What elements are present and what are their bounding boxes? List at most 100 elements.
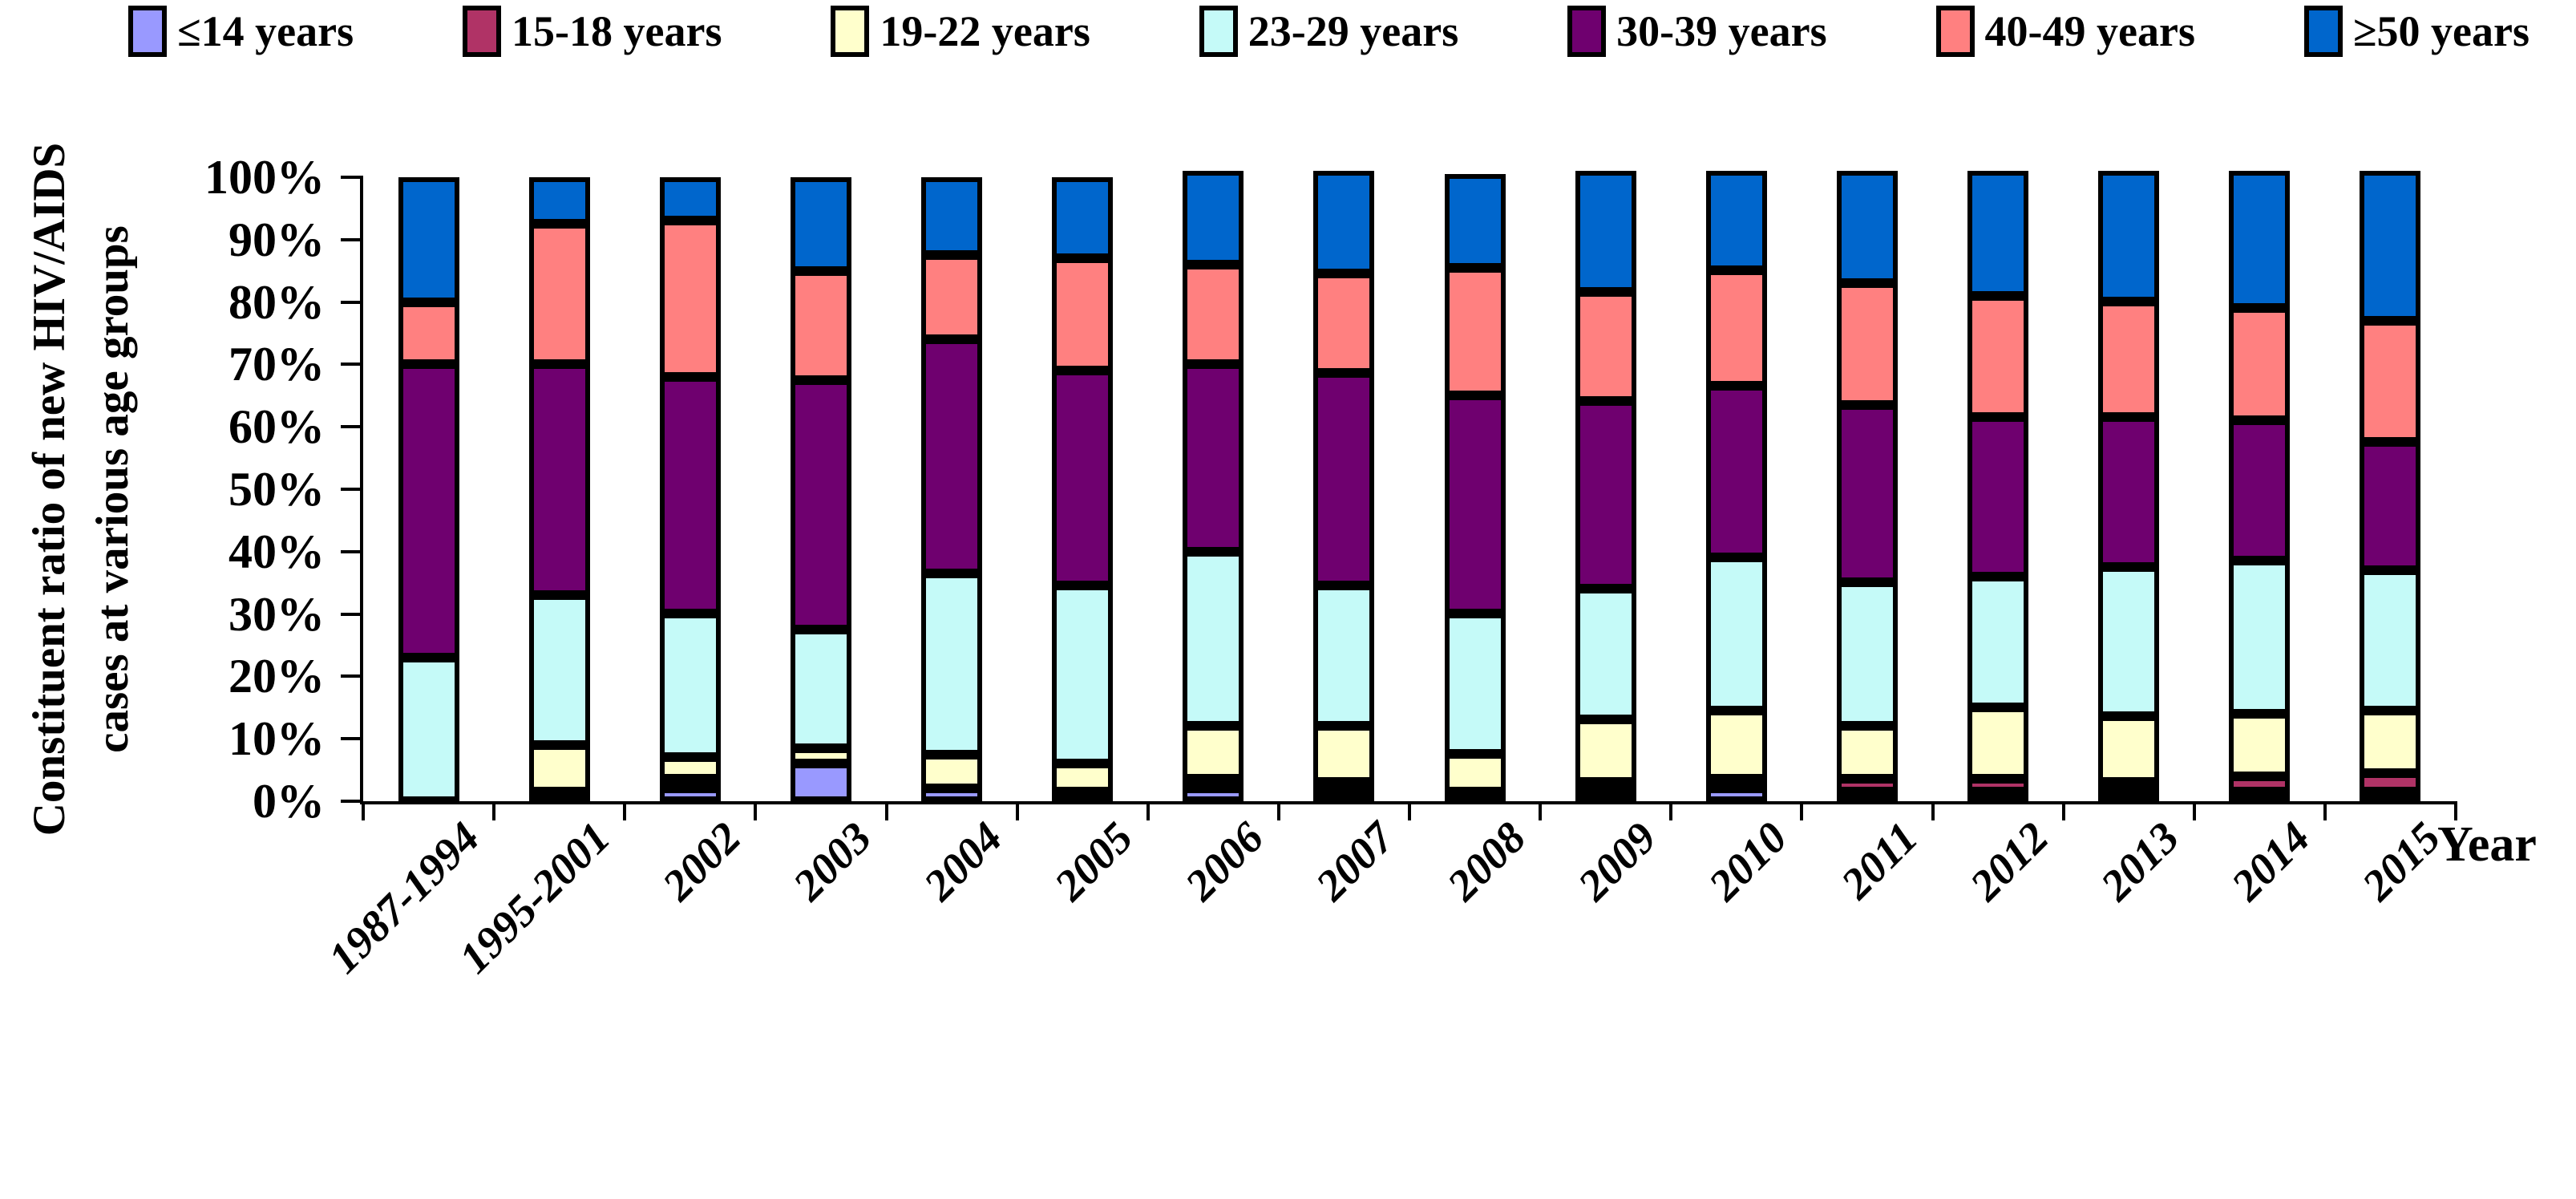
bar-segment-30-39-years xyxy=(1836,404,1898,583)
bar-segment-≥50-years xyxy=(659,176,721,221)
y-axis-tick-label: 70% xyxy=(228,338,325,391)
bar-segment-19-22-years xyxy=(2360,710,2421,773)
bar-2014 xyxy=(2194,170,2325,801)
stacked-bar xyxy=(528,176,590,801)
bar-segment-23-29-years xyxy=(2098,566,2160,717)
bar-segment-15-18-years xyxy=(1575,782,1636,792)
bar-segment-≥50-years xyxy=(2360,170,2421,321)
bar-segment-≥50-years xyxy=(1052,176,1114,258)
bar-2004 xyxy=(887,177,1017,801)
x-axis-tick xyxy=(1800,801,1804,820)
legend-item-1: ≤14 years xyxy=(128,5,354,58)
y-axis-tick xyxy=(341,176,360,179)
bar-segment-23-29-years xyxy=(1313,585,1375,726)
bar-segment-23-29-years xyxy=(2229,561,2291,714)
bar-segment-15-18-years xyxy=(1313,782,1375,792)
legend-item-5: 30-39 years xyxy=(1567,5,1827,58)
y-axis-tick xyxy=(341,674,360,678)
stacked-bar xyxy=(1052,176,1114,801)
bar-segment-15-18-years xyxy=(1967,779,2029,792)
stacked-bar xyxy=(2229,170,2291,801)
x-axis-tick xyxy=(884,801,888,820)
legend-swatch-icon xyxy=(2303,6,2343,57)
stacked-bar xyxy=(398,177,459,801)
bar-segment-≤14-years xyxy=(790,764,851,801)
stacked-bar xyxy=(2098,170,2160,801)
bar-segment-40-49-years xyxy=(1444,267,1506,395)
y-axis-tick xyxy=(341,425,360,429)
bar-segment-≥50-years xyxy=(1836,170,1898,283)
bar-segment-40-49-years xyxy=(921,255,983,340)
bar-segment-23-29-years xyxy=(1967,576,2029,707)
bar-segment-≥50-years xyxy=(398,177,459,302)
bar-segment-≤14-years xyxy=(1967,792,2029,801)
bar-segment-30-39-years xyxy=(790,379,851,630)
bar-2006 xyxy=(1148,170,1279,801)
y-axis-title-line1: Constituent ratio of new HIV/AIDS xyxy=(24,142,75,836)
bar-segment-23-29-years xyxy=(1575,588,1636,720)
x-axis-title: Year xyxy=(2437,817,2537,872)
y-axis-tick xyxy=(341,237,360,241)
bar-segment-30-39-years xyxy=(659,376,721,614)
bar-2002 xyxy=(625,176,755,801)
y-axis-tick xyxy=(341,300,360,304)
bar-segment-23-29-years xyxy=(1183,551,1244,727)
stacked-bar xyxy=(1444,173,1506,801)
bar-segment-40-49-years xyxy=(1183,264,1244,365)
bar-segment-19-22-years xyxy=(921,754,983,789)
legend-item-6: 40-49 years xyxy=(1935,5,2195,58)
bar-segment-≥50-years xyxy=(1575,170,1636,293)
legend-label: 15-18 years xyxy=(512,7,722,55)
bar-segment-≥50-years xyxy=(2229,170,2291,309)
bar-segment-30-39-years xyxy=(1575,401,1636,589)
y-axis-line xyxy=(360,176,363,804)
legend-item-3: 19-22 years xyxy=(831,5,1090,58)
bar-2003 xyxy=(755,177,886,801)
x-axis-tick xyxy=(1669,801,1673,820)
bar-segment-23-29-years xyxy=(1836,582,1898,727)
bar-2013 xyxy=(2064,170,2194,801)
legend-label: 23-29 years xyxy=(1248,7,1459,55)
stacked-bar xyxy=(1967,170,2029,801)
bar-segment-40-49-years xyxy=(1052,257,1114,371)
legend-swatch-icon xyxy=(1199,6,1238,57)
stacked-bar xyxy=(1183,170,1244,801)
stacked-bar xyxy=(1575,170,1636,801)
bar-segment-15-18-years xyxy=(1052,792,1114,801)
bar-segment-15-18-years xyxy=(1836,779,1898,792)
bar-segment-≥50-years xyxy=(1313,170,1375,273)
legend-swatch-icon xyxy=(463,6,502,57)
stacked-bar xyxy=(1313,170,1375,801)
bar-segment-30-39-years xyxy=(2098,416,2160,567)
legend: ≤14 years 15-18 years 19-22 years 23-29 yea… xyxy=(128,5,2529,58)
legend-label: 40-49 years xyxy=(1984,7,2195,55)
bar-segment-≤14-years xyxy=(1183,788,1244,801)
stacked-bar xyxy=(1705,170,1767,801)
bar-segment-30-39-years xyxy=(528,364,590,595)
bar-segment-≤14-years xyxy=(1575,792,1636,801)
y-axis-tick xyxy=(341,363,360,367)
y-axis-tick-label: 10% xyxy=(228,712,325,766)
x-axis-tick xyxy=(2323,801,2327,820)
bar-segment-19-22-years xyxy=(2098,716,2160,782)
y-axis-tick xyxy=(341,612,360,616)
bar-segment-≤14-years xyxy=(659,788,721,801)
y-axis-tick-label: 60% xyxy=(228,400,325,454)
y-axis-tick xyxy=(341,800,360,803)
bar-segment-30-39-years xyxy=(1705,386,1767,558)
bar-segment-≥50-years xyxy=(1967,170,2029,296)
y-axis-tick-label: 50% xyxy=(228,463,325,516)
bar-segment-15-18-years xyxy=(2098,782,2160,792)
stacked-bar xyxy=(1836,170,1898,801)
bar-segment-19-22-years xyxy=(659,757,721,780)
bar-segment-15-18-years xyxy=(528,792,590,801)
bar-2011 xyxy=(1802,170,1932,801)
bar-segment-≤14-years xyxy=(921,788,983,801)
bar-segment-40-49-years xyxy=(1313,273,1375,374)
bar-segment-23-29-years xyxy=(921,573,983,755)
bar-segment-23-29-years xyxy=(659,614,721,758)
bar-segment-≤14-years xyxy=(2229,792,2291,801)
bar-2005 xyxy=(1017,176,1148,801)
bar-segment-23-29-years xyxy=(1444,614,1506,755)
bar-segment-≤14-years xyxy=(1705,788,1767,801)
